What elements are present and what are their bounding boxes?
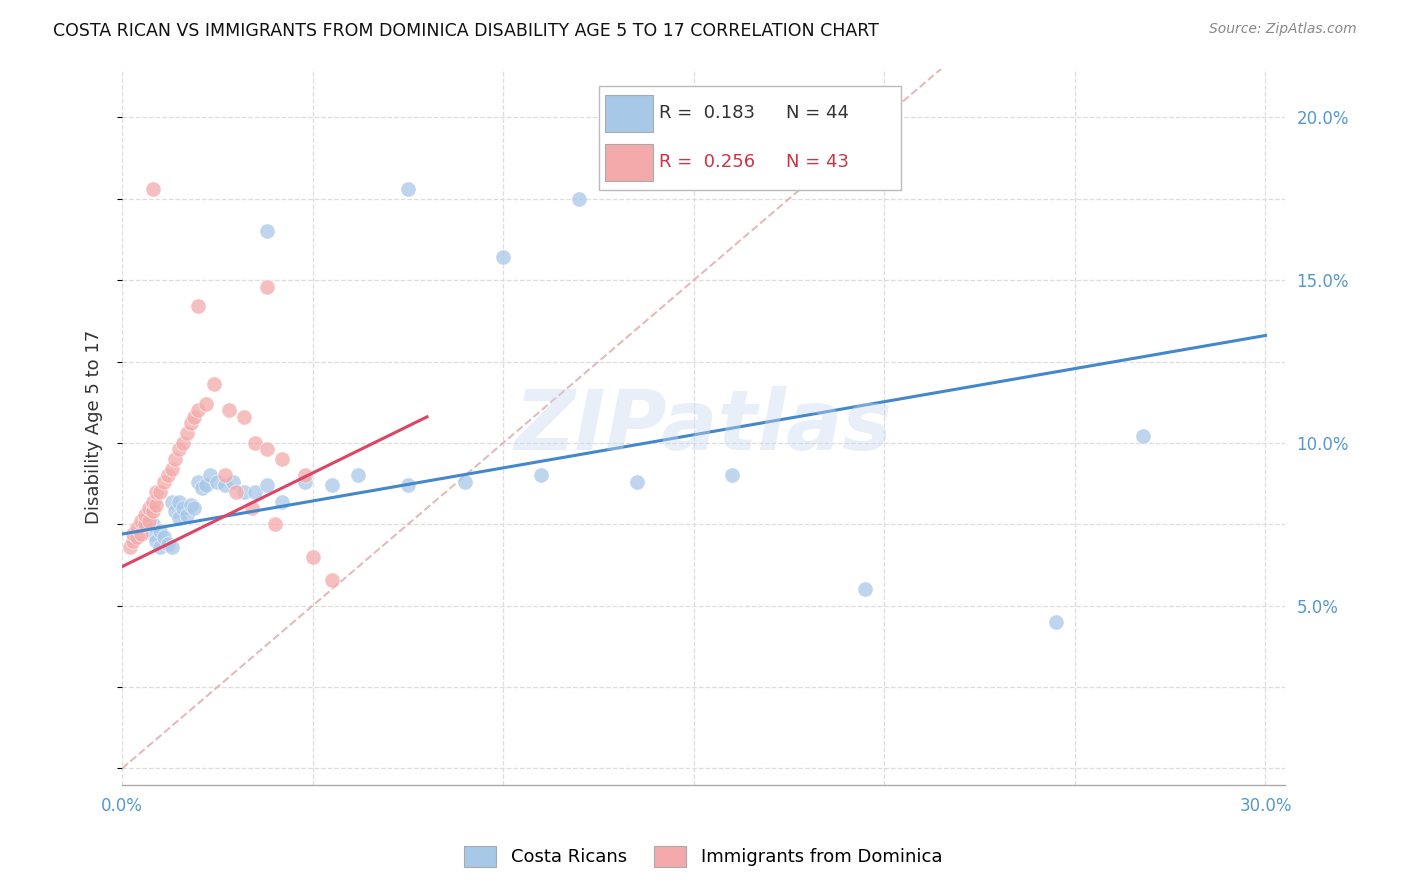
Point bbox=[225, 484, 247, 499]
Text: Source: ZipAtlas.com: Source: ZipAtlas.com bbox=[1209, 22, 1357, 37]
Point bbox=[294, 475, 316, 489]
Point bbox=[256, 478, 278, 492]
Point bbox=[138, 514, 160, 528]
Point bbox=[568, 192, 591, 206]
Point bbox=[194, 478, 217, 492]
Point bbox=[180, 417, 202, 431]
Point bbox=[129, 527, 152, 541]
Point bbox=[198, 468, 221, 483]
Point bbox=[160, 462, 183, 476]
Y-axis label: Disability Age 5 to 17: Disability Age 5 to 17 bbox=[86, 329, 103, 524]
Point bbox=[626, 475, 648, 489]
Point bbox=[183, 501, 205, 516]
Point bbox=[141, 527, 163, 541]
Point bbox=[141, 504, 163, 518]
Point bbox=[191, 482, 214, 496]
Point bbox=[221, 475, 243, 489]
Point bbox=[183, 409, 205, 424]
Point bbox=[853, 582, 876, 597]
Point bbox=[134, 508, 156, 522]
Point bbox=[321, 573, 343, 587]
Point bbox=[454, 475, 477, 489]
Point bbox=[256, 224, 278, 238]
Legend: Costa Ricans, Immigrants from Dominica: Costa Ricans, Immigrants from Dominica bbox=[457, 838, 949, 874]
Point bbox=[271, 494, 294, 508]
Point bbox=[396, 478, 419, 492]
Point bbox=[233, 484, 256, 499]
Point bbox=[321, 478, 343, 492]
Point bbox=[167, 510, 190, 524]
Point bbox=[149, 540, 172, 554]
Point bbox=[141, 494, 163, 508]
Point bbox=[160, 540, 183, 554]
Point bbox=[207, 475, 229, 489]
Point bbox=[122, 533, 145, 548]
Point bbox=[165, 452, 187, 467]
Point bbox=[396, 182, 419, 196]
Point bbox=[172, 436, 194, 450]
Point bbox=[214, 478, 236, 492]
Point bbox=[176, 508, 198, 522]
Point bbox=[160, 494, 183, 508]
Point bbox=[187, 299, 209, 313]
Point bbox=[347, 468, 370, 483]
Point bbox=[122, 527, 145, 541]
Point bbox=[187, 403, 209, 417]
Point bbox=[256, 442, 278, 457]
Point bbox=[149, 524, 172, 538]
Point bbox=[127, 530, 149, 544]
Point bbox=[138, 508, 160, 522]
Point bbox=[134, 517, 156, 532]
Point bbox=[245, 436, 267, 450]
Point bbox=[145, 498, 167, 512]
Point bbox=[138, 501, 160, 516]
Point bbox=[1045, 615, 1067, 629]
Point bbox=[240, 501, 263, 516]
Point bbox=[145, 484, 167, 499]
Point bbox=[233, 409, 256, 424]
Point bbox=[141, 517, 163, 532]
Point bbox=[172, 501, 194, 516]
Point bbox=[194, 397, 217, 411]
Point bbox=[156, 468, 179, 483]
Point bbox=[176, 426, 198, 441]
Point bbox=[245, 484, 267, 499]
Point bbox=[153, 530, 176, 544]
Point bbox=[153, 475, 176, 489]
Point bbox=[263, 517, 285, 532]
Point bbox=[1132, 429, 1154, 443]
Point bbox=[167, 442, 190, 457]
Point bbox=[167, 494, 190, 508]
Point bbox=[156, 537, 179, 551]
Point bbox=[165, 504, 187, 518]
Point bbox=[149, 484, 172, 499]
Point bbox=[180, 498, 202, 512]
Point bbox=[271, 452, 294, 467]
Point bbox=[256, 279, 278, 293]
Point bbox=[129, 514, 152, 528]
Point bbox=[530, 468, 553, 483]
Point bbox=[214, 468, 236, 483]
Point bbox=[141, 182, 163, 196]
Point bbox=[294, 468, 316, 483]
Point bbox=[187, 475, 209, 489]
Point bbox=[301, 549, 323, 564]
Point bbox=[127, 520, 149, 534]
Point bbox=[721, 468, 744, 483]
Point bbox=[682, 127, 704, 141]
Point bbox=[218, 403, 240, 417]
Text: ZIPatlas: ZIPatlas bbox=[515, 386, 893, 467]
Point bbox=[202, 377, 225, 392]
Text: COSTA RICAN VS IMMIGRANTS FROM DOMINICA DISABILITY AGE 5 TO 17 CORRELATION CHART: COSTA RICAN VS IMMIGRANTS FROM DOMINICA … bbox=[53, 22, 879, 40]
Point bbox=[492, 251, 515, 265]
Point bbox=[145, 533, 167, 548]
Point bbox=[118, 540, 141, 554]
